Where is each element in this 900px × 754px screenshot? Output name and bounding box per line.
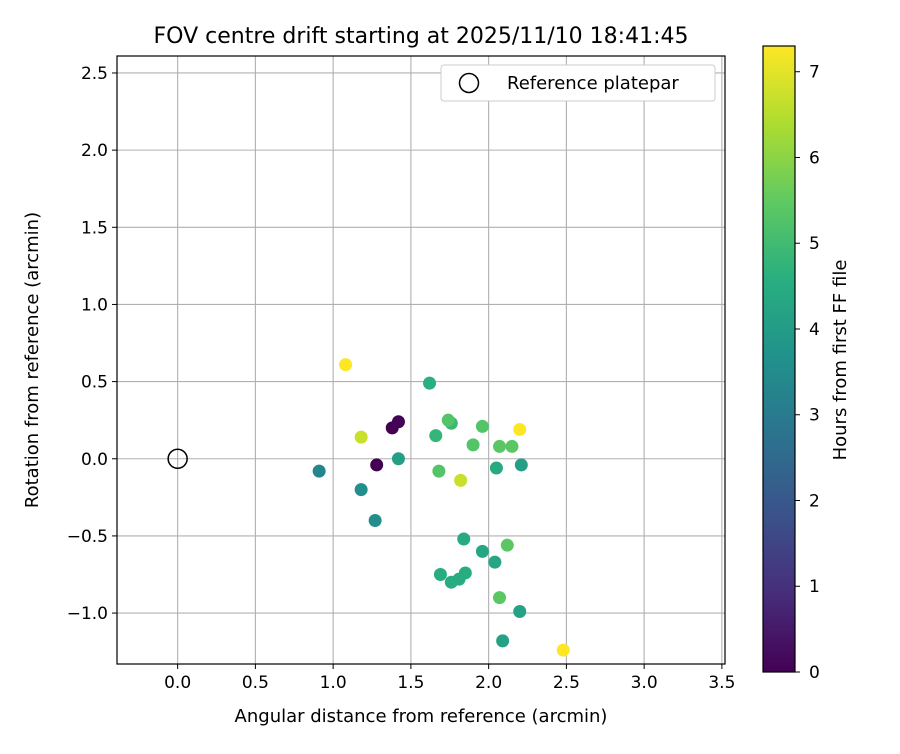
y-tick-label: 2.0	[81, 141, 108, 161]
y-tick-label: 1.5	[81, 218, 108, 238]
data-point	[423, 376, 437, 390]
y-axis-ticks: −1.0 −0.5 0.0 0.5 1.0 1.5 2.0 2.5	[67, 64, 117, 624]
data-point	[513, 422, 527, 436]
legend-box	[440, 64, 716, 102]
colorbar: 0 1 2 3 4 5 6 7 Hours from first FF file	[762, 45, 851, 683]
x-axis-ticks: 0.0 0.5 1.0 1.5 2.0 2.5 3.0 3.5	[164, 664, 735, 693]
data-point	[513, 605, 527, 619]
colorbar-tick-label: 4	[809, 320, 820, 340]
x-tick-label: 2.5	[553, 673, 580, 693]
data-point	[339, 358, 353, 372]
y-axis-label: Rotation from reference (arcmin)	[22, 212, 43, 508]
colorbar-tick-label: 0	[809, 663, 820, 683]
colorbar-tick-label: 6	[809, 148, 820, 168]
data-point	[475, 419, 489, 433]
data-point	[391, 452, 405, 466]
data-point	[493, 439, 507, 453]
data-point	[312, 464, 326, 478]
x-tick-label: 1.5	[397, 673, 424, 693]
y-tick-label: 1.0	[81, 295, 108, 315]
x-tick-label: 3.0	[631, 673, 658, 693]
colorbar-tick-label: 2	[809, 491, 820, 511]
data-point	[457, 532, 471, 546]
reference-marker	[167, 448, 188, 470]
colorbar-tick-label: 3	[809, 406, 820, 426]
x-tick-label: 0.5	[242, 673, 269, 693]
y-tick-label: 2.5	[81, 64, 108, 84]
colorbar-tick-label: 7	[809, 63, 820, 83]
reference-platepar-point	[167, 448, 188, 470]
data-point	[488, 555, 502, 569]
legend-label: Reference platepar	[507, 73, 679, 94]
data-point	[370, 458, 384, 472]
x-tick-label: 2.0	[475, 673, 502, 693]
data-point	[441, 413, 455, 427]
legend-marker-icon	[458, 72, 480, 94]
data-point	[493, 591, 507, 605]
data-point	[489, 461, 503, 475]
data-point	[432, 464, 446, 478]
colorbar-gradient	[762, 45, 796, 673]
data-point	[454, 473, 468, 487]
y-tick-label: 0.5	[81, 373, 108, 393]
x-tick-label: 1.0	[320, 673, 347, 693]
grid-lines	[117, 56, 725, 664]
data-point	[475, 544, 489, 558]
data-point	[433, 567, 447, 581]
colorbar-ticks: 0 1 2 3 4 5 6 7	[795, 63, 820, 683]
chart-title: FOV centre drift starting at 2025/11/10 …	[154, 24, 689, 49]
x-tick-label: 0.0	[164, 673, 191, 693]
data-point	[514, 458, 528, 472]
data-point	[505, 439, 519, 453]
colorbar-label: Hours from first FF file	[830, 260, 851, 461]
data-point	[354, 483, 368, 497]
legend: Reference platepar	[440, 64, 716, 102]
data-point	[354, 430, 368, 444]
x-tick-label: 3.5	[708, 673, 735, 693]
colorbar-tick-label: 5	[809, 234, 820, 254]
y-tick-label: −1.0	[67, 604, 108, 624]
data-point	[368, 513, 382, 527]
data-point	[391, 415, 405, 429]
y-tick-label: −0.5	[67, 527, 108, 547]
data-point	[458, 566, 472, 580]
y-tick-label: 0.0	[81, 450, 108, 470]
data-point	[496, 634, 510, 648]
plot-frame	[116, 55, 726, 665]
x-axis-label: Angular distance from reference (arcmin)	[235, 706, 608, 727]
data-points	[312, 358, 570, 657]
data-point	[500, 538, 514, 552]
data-point	[466, 438, 480, 452]
colorbar-tick-label: 1	[809, 577, 820, 597]
data-point	[429, 429, 443, 443]
data-point	[556, 643, 570, 657]
